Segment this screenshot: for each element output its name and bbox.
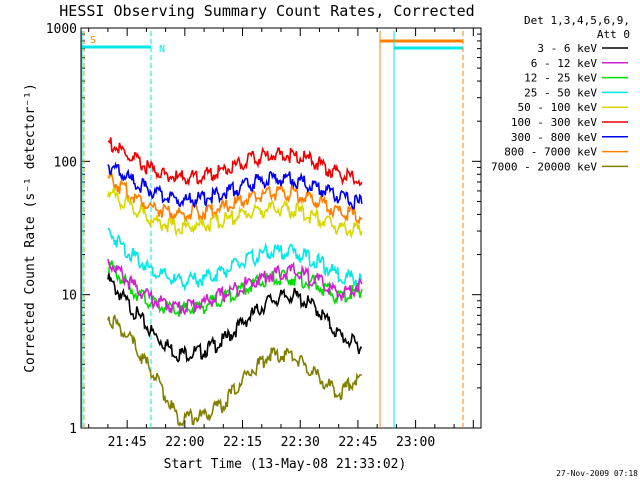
saa-annotation: S — [90, 35, 96, 46]
series-line-2 — [107, 260, 363, 317]
footer-timestamp: 27-Nov-2009 07:18 — [556, 469, 638, 478]
y-tick-label: 1 — [69, 422, 77, 437]
legend-header-line-2: Att 0 — [597, 28, 630, 41]
legend-label: 7000 - 20000 keV — [491, 160, 597, 173]
y-tick-label: 10 — [61, 289, 77, 304]
series-line-1 — [107, 259, 363, 316]
x-tick-label: 23:00 — [396, 435, 435, 450]
series-line-0 — [107, 273, 363, 363]
legend-label: 100 - 300 keV — [511, 116, 597, 129]
x-tick-label: 21:45 — [108, 435, 147, 450]
y-axis-label: Corrected Count Rate (s⁻¹ detector⁻¹) — [23, 83, 38, 373]
night-annotation: N — [159, 44, 165, 55]
y-tick-label: 100 — [54, 155, 77, 170]
legend-label: 6 - 12 keV — [531, 57, 598, 70]
plot-area: 21:45 22:00 22:15 22:30 22:45 23:00 1 10 100 1000… — [46, 22, 482, 450]
legend-label: 12 - 25 keV — [524, 72, 597, 85]
x-tick-label: 22:45 — [338, 435, 377, 450]
x-tick-label: 22:15 — [223, 435, 262, 450]
legend-label: 300 - 800 keV — [511, 131, 597, 144]
x-axis-label: Start Time (13-May-08 21:33:02) — [164, 457, 407, 472]
series-line-7 — [107, 171, 363, 226]
series-line-8 — [107, 314, 362, 427]
legend-header-line-1: Det 1,3,4,5,6,9, — [524, 14, 630, 27]
x-tick-label: 22:30 — [281, 435, 320, 450]
legend-label: 50 - 100 keV — [518, 101, 598, 114]
y-tick-label: 1000 — [46, 22, 77, 37]
series-line-5 — [107, 137, 363, 187]
plot-frame — [80, 27, 482, 429]
series-line-4 — [107, 187, 363, 240]
legend-label: 3 - 6 keV — [537, 42, 597, 55]
x-tick-label: 22:00 — [165, 435, 204, 450]
legend-label: 25 - 50 keV — [524, 86, 597, 99]
series-line-6 — [107, 161, 363, 210]
chart-title: HESSI Observing Summary Count Rates, Cor… — [59, 2, 474, 20]
series-line-3 — [107, 227, 363, 292]
legend-label: 800 - 7000 keV — [504, 146, 597, 159]
